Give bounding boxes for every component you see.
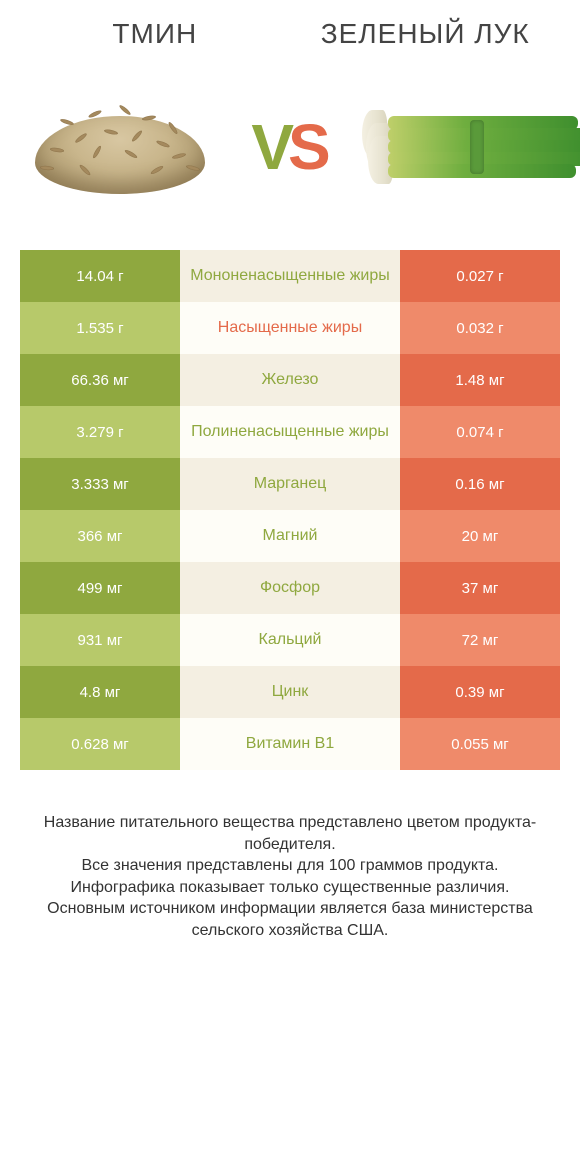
nutrient-label: Магний (180, 510, 400, 562)
green-onion-illustration (360, 77, 560, 217)
infographic-root: ТМИН ЗЕЛЕНЫЙ ЛУК (0, 0, 580, 1174)
value-right: 37 мг (400, 562, 560, 614)
comparison-table: 14.04 гМононенасыщенные жиры0.027 г1.535… (20, 250, 560, 770)
footer-text: Название питательного вещества представл… (20, 812, 560, 942)
table-row: 0.628 мгВитамин B10.055 мг (20, 718, 560, 770)
value-left: 3.333 мг (20, 458, 180, 510)
nutrient-label: Марганец (180, 458, 400, 510)
value-right: 0.055 мг (400, 718, 560, 770)
table-row: 66.36 мгЖелезо1.48 мг (20, 354, 560, 406)
value-right: 1.48 мг (400, 354, 560, 406)
footer-line: Все значения представлены для 100 граммо… (34, 855, 546, 877)
nutrient-label: Железо (180, 354, 400, 406)
value-right: 0.027 г (400, 250, 560, 302)
value-right: 20 мг (400, 510, 560, 562)
value-left: 4.8 мг (20, 666, 180, 718)
value-right: 0.16 мг (400, 458, 560, 510)
table-row: 14.04 гМононенасыщенные жиры0.027 г (20, 250, 560, 302)
table-row: 3.279 гПолиненасыщенные жиры0.074 г (20, 406, 560, 458)
vs-row: V S (20, 62, 560, 232)
value-left: 1.535 г (20, 302, 180, 354)
table-row: 931 мгКальций72 мг (20, 614, 560, 666)
nutrient-label: Насыщенные жиры (180, 302, 400, 354)
value-right: 72 мг (400, 614, 560, 666)
table-row: 3.333 мгМарганец0.16 мг (20, 458, 560, 510)
value-left: 3.279 г (20, 406, 180, 458)
title-right: ЗЕЛЕНЫЙ ЛУК (300, 18, 550, 50)
footer-line: Инфографика показывает только существенн… (34, 877, 546, 899)
nutrient-label: Полиненасыщенные жиры (180, 406, 400, 458)
footer-line: Основным источником информации является … (34, 898, 546, 941)
header-titles: ТМИН ЗЕЛЕНЫЙ ЛУК (20, 18, 560, 62)
nutrient-label: Кальций (180, 614, 400, 666)
value-left: 66.36 мг (20, 354, 180, 406)
nutrient-label: Цинк (180, 666, 400, 718)
value-right: 0.074 г (400, 406, 560, 458)
table-row: 1.535 гНасыщенные жиры0.032 г (20, 302, 560, 354)
value-left: 14.04 г (20, 250, 180, 302)
nutrient-label: Витамин B1 (180, 718, 400, 770)
value-right: 0.032 г (400, 302, 560, 354)
cumin-pile-icon (30, 92, 210, 202)
table-row: 366 мгМагний20 мг (20, 510, 560, 562)
value-right: 0.39 мг (400, 666, 560, 718)
value-left: 931 мг (20, 614, 180, 666)
table-row: 499 мгФосфор37 мг (20, 562, 560, 614)
value-left: 499 мг (20, 562, 180, 614)
vs-v: V (251, 110, 292, 184)
table-row: 4.8 мгЦинк0.39 мг (20, 666, 560, 718)
nutrient-label: Мононенасыщенные жиры (180, 250, 400, 302)
value-left: 366 мг (20, 510, 180, 562)
value-left: 0.628 мг (20, 718, 180, 770)
footer-line: Название питательного вещества представл… (34, 812, 546, 855)
vs-s: S (288, 110, 329, 184)
nutrient-label: Фосфор (180, 562, 400, 614)
title-left: ТМИН (30, 18, 280, 50)
green-onion-icon (360, 92, 560, 202)
cumin-illustration (20, 77, 220, 217)
vs-label: V S (251, 110, 328, 184)
